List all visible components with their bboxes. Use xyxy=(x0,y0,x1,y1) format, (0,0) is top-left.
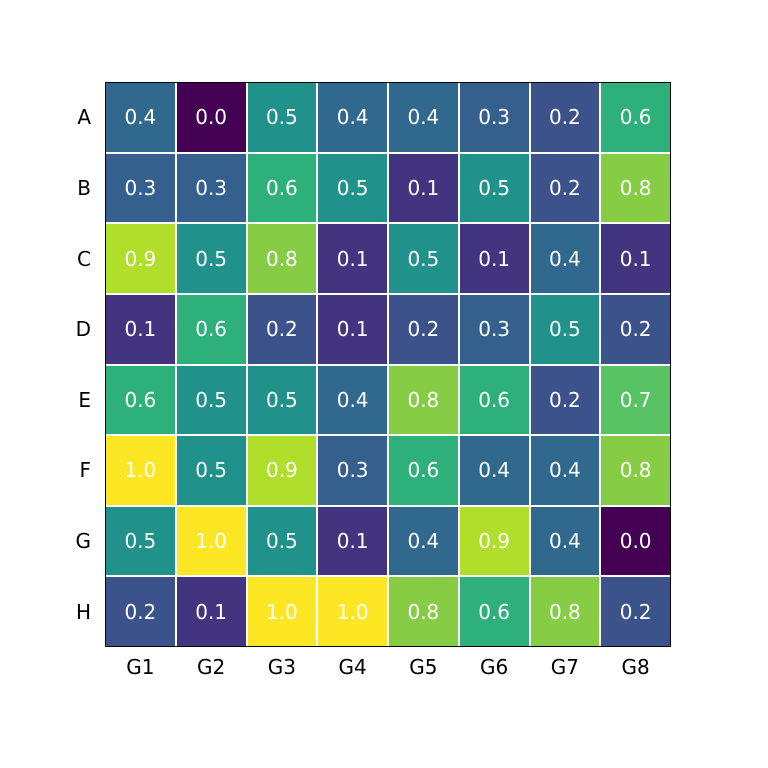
y-tick-label: E xyxy=(0,388,91,412)
y-tick-label: B xyxy=(0,176,91,200)
x-tick-label: G1 xyxy=(105,655,176,679)
x-tick-label: G7 xyxy=(530,655,601,679)
y-tick-label: C xyxy=(0,247,91,271)
x-tick-label: G3 xyxy=(247,655,318,679)
y-tick-label: D xyxy=(0,317,91,341)
x-tick-label: G8 xyxy=(600,655,671,679)
x-tick-label: G6 xyxy=(459,655,530,679)
x-tick-label: G5 xyxy=(388,655,459,679)
x-tick-label: G2 xyxy=(176,655,247,679)
x-tick-label: G4 xyxy=(317,655,388,679)
y-tick-label: A xyxy=(0,105,91,129)
y-tick-label: G xyxy=(0,529,91,553)
plot-border xyxy=(105,82,671,647)
y-tick-label: F xyxy=(0,458,91,482)
y-tick-label: H xyxy=(0,600,91,624)
